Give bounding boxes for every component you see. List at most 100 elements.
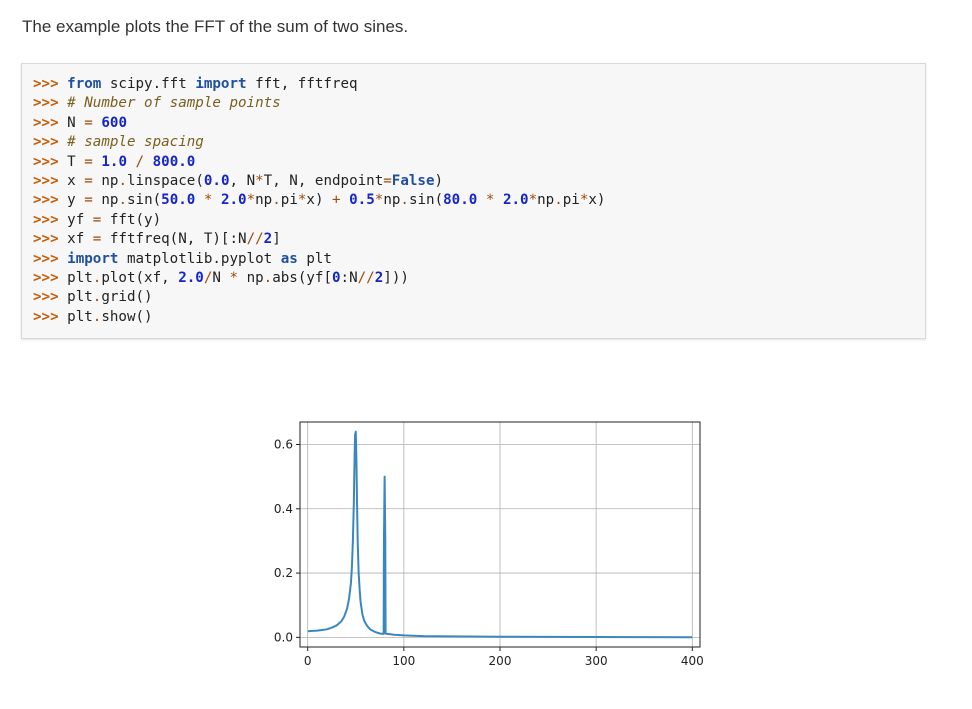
code-token: 2.0 (502, 192, 529, 209)
code-token: plt (67, 308, 93, 325)
code-token: * (485, 192, 495, 209)
code-token: pi (280, 192, 298, 209)
code-token: 1.0 (101, 153, 127, 170)
code-line: >>> plt.show() (33, 308, 605, 327)
code-token: * (579, 192, 589, 209)
code-token: np (383, 192, 401, 209)
code-token: plt (67, 289, 93, 306)
intro-text: The example plots the FFT of the sum of … (22, 17, 409, 36)
y-tick-label: 0.0 (274, 630, 293, 644)
code-line: >>> from scipy.fft import fft, fftfreq (33, 75, 605, 94)
code-token: T, N, endpoint (263, 172, 384, 189)
code-token: = (84, 153, 93, 170)
code-token: N (212, 269, 230, 286)
code-token (341, 192, 350, 208)
ticks: 0 100 200 300 400 0.0 0.2 0.4 0.6 (274, 438, 704, 669)
code-token: xf (67, 231, 93, 248)
code-line: >>> plt.plot(xf, 2.0/N * np.abs(yf[0:N//… (33, 269, 605, 288)
code-token (195, 192, 204, 208)
x-tick-label: 0 (304, 654, 312, 668)
code-token: / (135, 153, 145, 170)
code-token: , N (229, 172, 256, 189)
x-tick-label: 300 (585, 654, 608, 668)
x-tick-label: 400 (681, 654, 704, 668)
code-prompt: >>> (33, 308, 68, 325)
code-token: fftfreq(N, T)[:N (101, 231, 247, 248)
code-token: x (67, 172, 85, 189)
code-token: = (84, 192, 93, 209)
code-line: >>> x = np.linspace(0.0, N*T, N, endpoin… (33, 172, 605, 191)
code-token: * (246, 192, 256, 209)
code-token: 80.0 (443, 192, 478, 209)
code-token: ] (272, 231, 281, 248)
code-prompt: >>> (33, 231, 68, 248)
code-token: fft, fftfreq (246, 76, 358, 92)
code-token: 600 (101, 114, 127, 131)
code-token: . (554, 192, 563, 209)
code-token: plt (297, 250, 332, 267)
code-token: # sample spacing (67, 134, 204, 151)
plot-area (307, 430, 693, 639)
code-prompt: >>> (33, 269, 68, 286)
code-token: // (357, 269, 375, 286)
code-token: np (92, 192, 119, 209)
fft-plot: 0 100 200 300 400 0.0 0.2 0.4 0.6 (274, 421, 704, 669)
code-token: / (203, 269, 213, 286)
code-token: pi (562, 192, 580, 209)
code-line: >>> yf = fft(y) (33, 211, 605, 230)
code-token: :N (340, 269, 358, 286)
code-prompt: >>> (33, 153, 68, 170)
fft-magnitude-line (307, 430, 693, 639)
code-token: * (297, 192, 307, 209)
code-token: x) (588, 192, 606, 209)
code-token (144, 154, 153, 170)
code-token: = (84, 114, 93, 131)
y-tick-label: 0.4 (274, 502, 293, 516)
code-prompt: >>> (33, 95, 68, 112)
code-token: . (92, 289, 102, 306)
code-block: >>> from scipy.fft import fft, fftfreq >>… (21, 63, 926, 339)
code-token: . (272, 192, 281, 209)
code-token: = (92, 211, 102, 228)
fft-plot-figure: 0 100 200 300 400 0.0 0.2 0.4 0.6 (250, 410, 710, 685)
code-token: False (391, 172, 435, 189)
code-token: abs(yf[ (272, 269, 332, 286)
code-token: N (67, 114, 85, 131)
code-token: from (67, 76, 102, 92)
code-line: >>> y = np.sin(50.0 * 2.0*np.pi*x) + 0.5… (33, 191, 605, 210)
code-line: >>> N = 600 (33, 114, 605, 133)
code-lines: >>> from scipy.fft import fft, fftfreq >>… (33, 75, 605, 327)
x-tick-label: 200 (489, 654, 512, 668)
code-token: fft(y) (101, 211, 162, 228)
code-token: . (118, 172, 127, 189)
code-token: yf (67, 211, 93, 228)
code-token (477, 192, 486, 208)
code-token: = (84, 172, 93, 189)
code-token: 50.0 (161, 192, 196, 209)
code-line: >>> xf = fftfreq(N, T)[:N//2] (33, 230, 605, 249)
code-token: plot(xf, (101, 269, 179, 286)
code-token: // (246, 231, 264, 248)
code-token: matplotlib.pyplot (118, 250, 281, 267)
code-token: ) (434, 172, 444, 189)
code-line: >>> T = 1.0 / 800.0 (33, 153, 605, 172)
code-token: as (280, 250, 298, 267)
code-token: * (203, 192, 213, 209)
code-token: . (92, 269, 102, 286)
code-token: y (67, 192, 85, 209)
code-prompt: >>> (33, 172, 68, 189)
grid-lines (300, 422, 700, 647)
code-prompt: >>> (33, 289, 68, 306)
y-tick-label: 0.2 (274, 566, 293, 580)
code-line: >>> # sample spacing (33, 133, 605, 152)
code-prompt: >>> (33, 134, 68, 151)
code-token: ])) (383, 269, 409, 286)
code-token: 0 (332, 269, 341, 286)
code-line: >>> # Number of sample points (33, 94, 605, 113)
code-token: . (92, 308, 102, 325)
code-token: x) (306, 192, 333, 209)
code-token: np (92, 172, 119, 189)
code-token: linspace( (126, 172, 204, 189)
code-prompt: >>> (33, 114, 68, 131)
code-token: np (537, 192, 555, 209)
